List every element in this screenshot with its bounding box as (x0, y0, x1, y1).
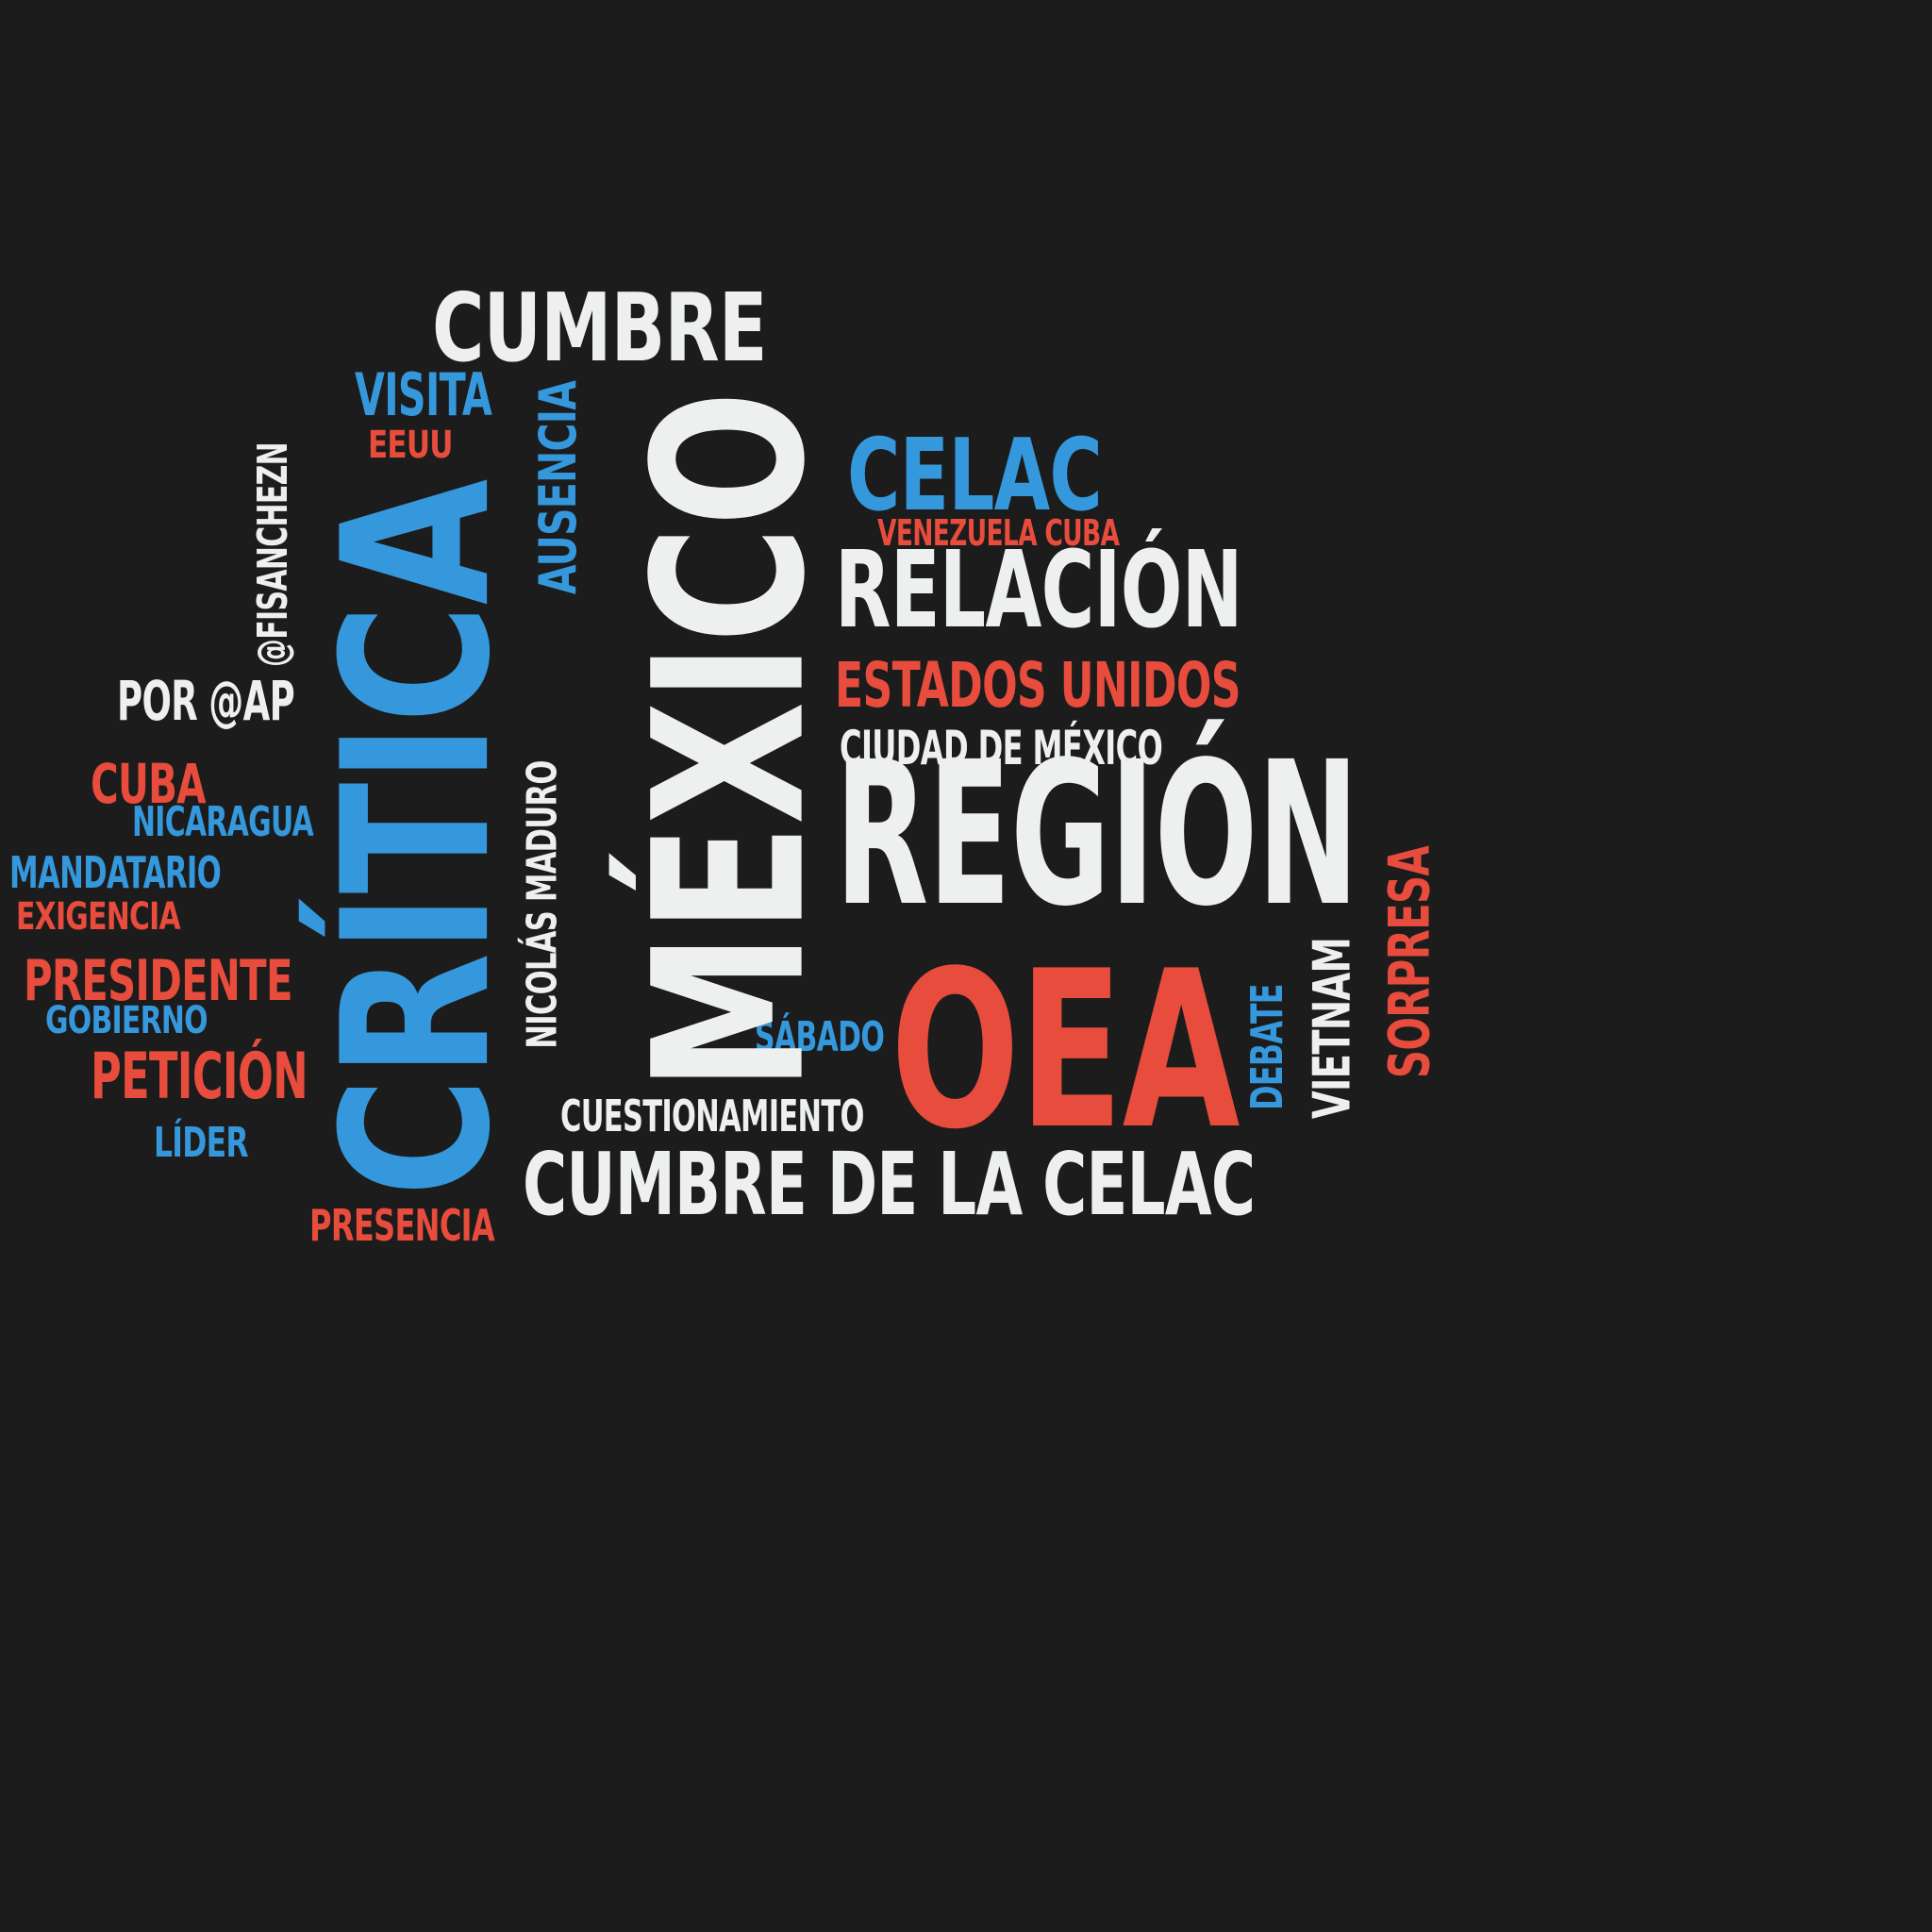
word-ciudad-de-mexico: CIUDAD DE MÉXICO (840, 721, 1163, 775)
word-nicolas-maduro: NICOLÁS MADURO (518, 760, 567, 1049)
word-eeuu: EEUU (368, 424, 453, 467)
word-critica: CRÍTICA (297, 478, 535, 1197)
word-cumbre: CUMBRE (432, 273, 767, 383)
word-debate: DEBATE (1241, 984, 1292, 1110)
word-nicaragua: NICARAGUA (132, 798, 314, 846)
word-region: REGIÓN (835, 719, 1359, 950)
word-ausencia: AUSENCIA (528, 380, 589, 595)
word-vietnam: VIETNAM (1302, 937, 1362, 1120)
word-gobierno: GOBIERNO (45, 999, 208, 1042)
word-exigencia: EXIGENCIA (16, 895, 181, 939)
word-cumbre-de-la-celac: CUMBRE DE LA CELAC (523, 1134, 1256, 1235)
word-fisanchezn: @FISANCHEZN (248, 442, 297, 667)
word-mexico: MÉXICO (608, 391, 851, 1092)
word-mandatario: MANDATARIO (9, 847, 222, 898)
word-sorpresa: SORPRESA (1376, 845, 1443, 1079)
word-peticion: PETICIÓN (91, 1040, 308, 1114)
word-visita: VISITA (355, 360, 492, 429)
word-estados-unidos: ESTADOS UNIDOS (835, 649, 1241, 722)
word-cuestionamiento: CUESTIONAMIENTO (560, 1091, 864, 1141)
word-presencia: PRESENCIA (309, 1200, 495, 1251)
word-cuba: CUBA (91, 752, 207, 816)
word-relacion: RELACIÓN (835, 529, 1242, 652)
word-presidente: PRESIDENTE (24, 948, 292, 1014)
word-sabado: SÁBADO (755, 1013, 885, 1061)
word-por-ap: POR @AP (117, 669, 295, 733)
word-oea: OEA (891, 925, 1240, 1177)
word-celac: CELAC (847, 418, 1103, 533)
word-lider: LÍDER (154, 1119, 249, 1167)
word-venezuela-cuba: VENEZUELA CUBA (877, 512, 1120, 554)
